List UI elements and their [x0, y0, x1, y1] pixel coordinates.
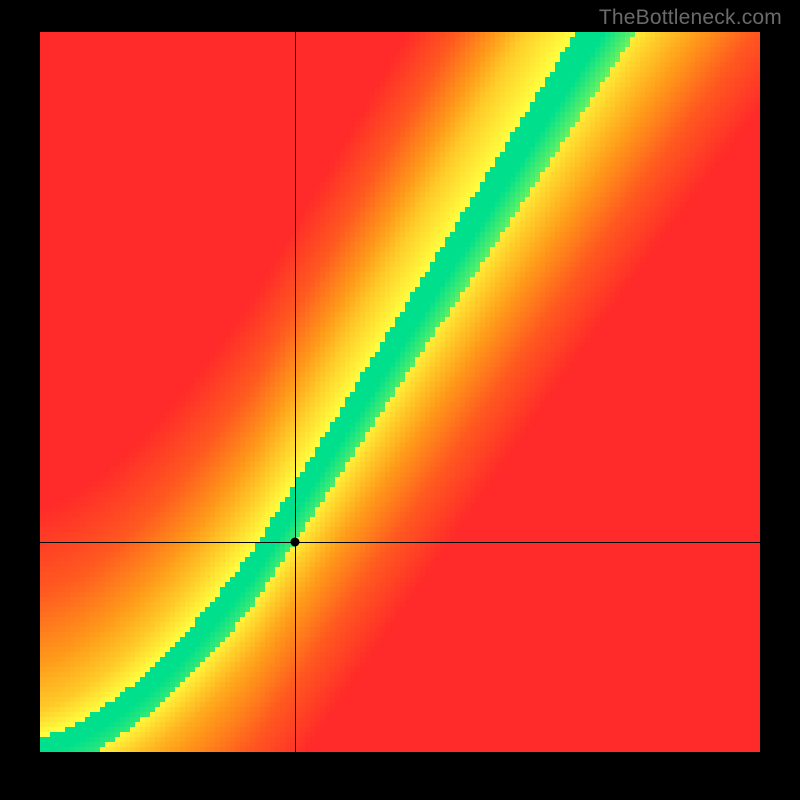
crosshair-horizontal: [40, 542, 760, 543]
crosshair-vertical: [295, 32, 296, 752]
attribution-text: TheBottleneck.com: [599, 6, 782, 30]
crosshair-dot: [290, 537, 299, 546]
plot-area: [40, 32, 760, 752]
chart-container: TheBottleneck.com: [0, 0, 800, 800]
heatmap-canvas: [40, 32, 760, 752]
